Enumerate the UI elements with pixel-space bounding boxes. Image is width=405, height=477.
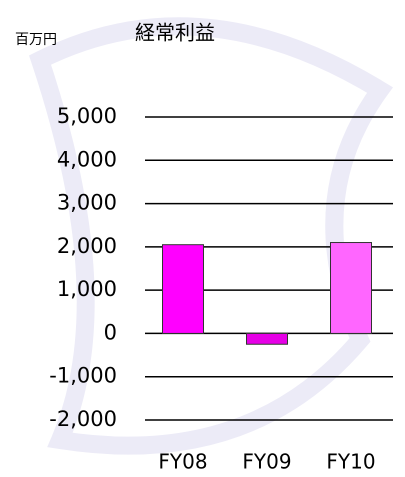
y-tick-label: -2,000 [49,407,117,431]
y-tick-label: 4,000 [57,147,117,171]
x-tick-label: FY08 [158,450,207,474]
chart-title: 経常利益 [135,21,215,45]
y-tick-label: 3,000 [57,191,117,215]
y-tick-label: -1,000 [49,364,117,388]
watermark [28,17,394,455]
x-tick-label: FY10 [326,450,375,474]
x-tick-label: FY09 [242,450,291,474]
y-tick-label: 2,000 [57,234,117,258]
bar [162,244,204,334]
bar [330,242,372,334]
y-tick-label: 1,000 [57,277,117,301]
bar [246,332,288,345]
y-tick-label: 0 [104,320,117,344]
y-tick-label: 5,000 [57,104,117,128]
unit-label: 百万円 [15,32,57,48]
